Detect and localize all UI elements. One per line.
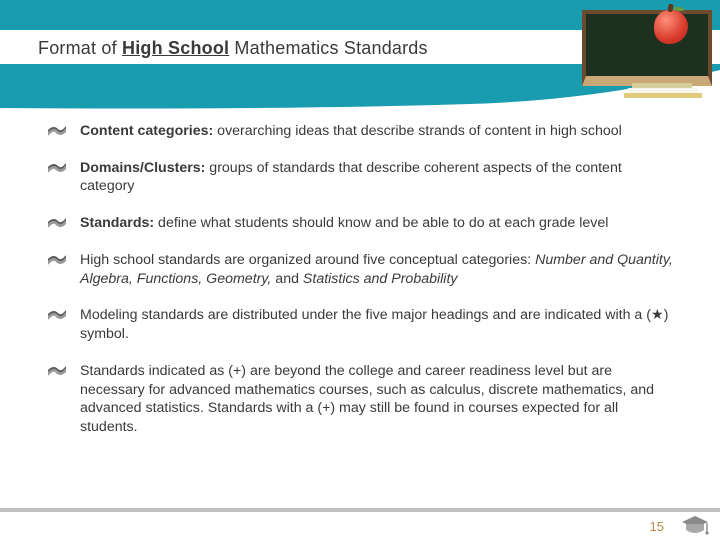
bullet-item: Domains/Clusters: groups of standards th… (48, 159, 674, 196)
bullet-icon (48, 161, 70, 173)
bullet-plain: Standards indicated as (+) are beyond th… (80, 363, 654, 435)
bullet-text: Modeling standards are distributed under… (80, 306, 674, 343)
bullet-plain-before: High school standards are organized arou… (80, 252, 535, 268)
title-suffix: Mathematics Standards (229, 38, 428, 58)
page-title: Format of High School Mathematics Standa… (0, 38, 428, 59)
bullet-item: High school standards are organized arou… (48, 251, 674, 288)
bullet-plain-mid: and (271, 271, 303, 287)
header-image (582, 10, 712, 98)
bullet-icon (48, 308, 70, 320)
bullet-text: Content categories: overarching ideas th… (80, 122, 622, 141)
bullet-item: Content categories: overarching ideas th… (48, 122, 674, 141)
chalkboard-icon (582, 10, 712, 86)
bullet-item: Standards: define what students should k… (48, 214, 674, 233)
title-underlined: High School (122, 38, 229, 58)
content-area: Content categories: overarching ideas th… (48, 122, 674, 455)
title-prefix: Format of (38, 38, 122, 58)
bullet-text: High school standards are organized arou… (80, 251, 674, 288)
footer-divider (0, 508, 720, 512)
bullet-rest: define what students should know and be … (154, 215, 608, 231)
bullet-bold: Content categories: (80, 123, 213, 139)
bullet-italic2: Statistics and Probability (303, 271, 458, 287)
bullet-rest: overarching ideas that describe strands … (213, 123, 622, 139)
bullet-icon (48, 253, 70, 265)
bullet-plain: Modeling standards are distributed under… (80, 307, 668, 342)
slide: Format of High School Mathematics Standa… (0, 0, 720, 540)
page-number: 15 (650, 519, 664, 534)
bullet-item: Modeling standards are distributed under… (48, 306, 674, 343)
footer-logo-icon (680, 514, 710, 538)
bullet-text: Standards indicated as (+) are beyond th… (80, 362, 674, 437)
bullet-icon (48, 216, 70, 228)
bullet-icon (48, 364, 70, 376)
bullet-bold: Standards: (80, 215, 154, 231)
bullet-bold: Domains/Clusters: (80, 160, 205, 176)
bullet-icon (48, 124, 70, 136)
bullet-text: Domains/Clusters: groups of standards th… (80, 159, 674, 196)
bullet-item: Standards indicated as (+) are beyond th… (48, 362, 674, 437)
bullet-text: Standards: define what students should k… (80, 214, 608, 233)
books-icon (624, 82, 702, 98)
